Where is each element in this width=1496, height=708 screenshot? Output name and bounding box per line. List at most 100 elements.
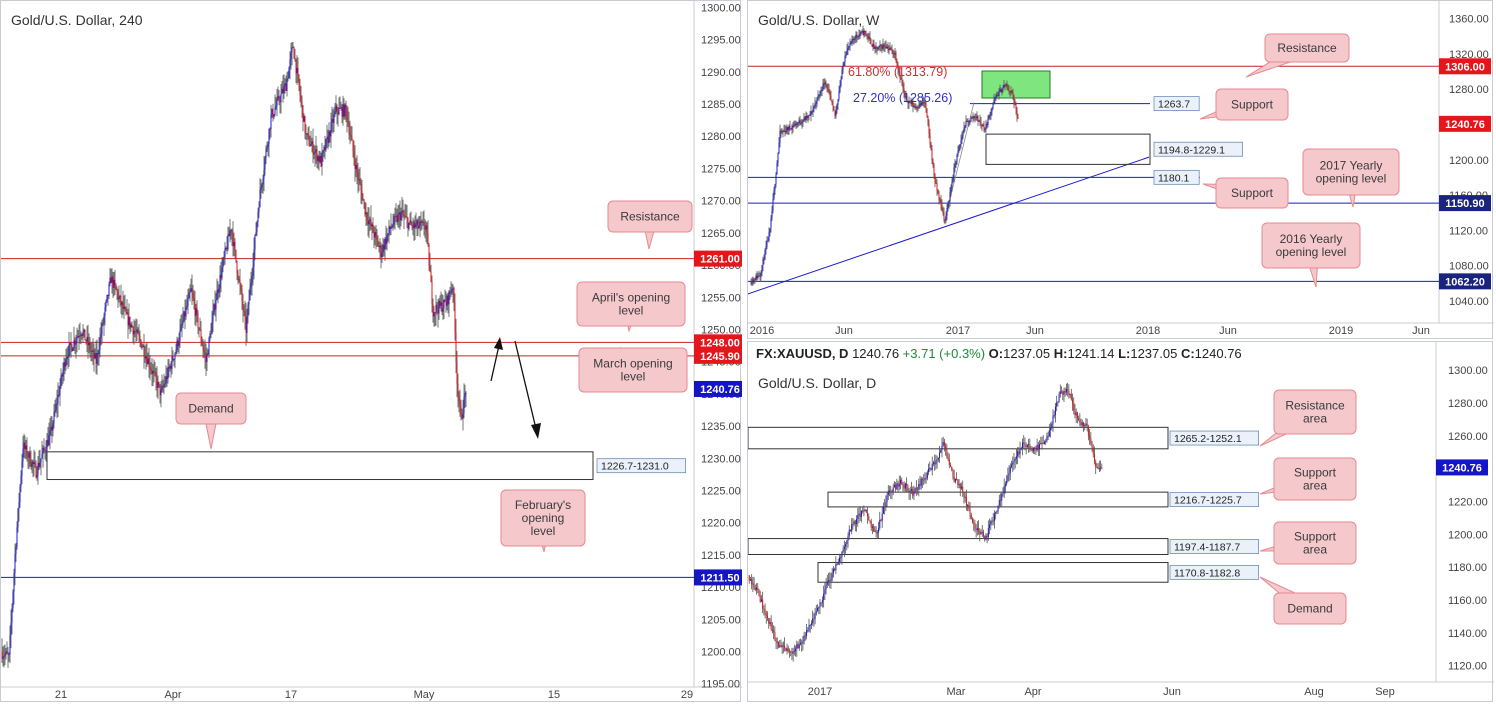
price-tag-label: 1261.00: [700, 254, 740, 266]
candle-body: [786, 648, 788, 651]
candle-body: [458, 395, 460, 402]
candle-body: [892, 50, 894, 55]
candle-body: [285, 83, 287, 91]
candle-body: [45, 451, 47, 453]
candle-body: [856, 34, 858, 37]
candle-body: [296, 67, 298, 74]
candle-body: [339, 107, 341, 109]
candle-body: [265, 149, 267, 159]
candle-body: [992, 520, 994, 522]
candle-body: [800, 123, 802, 125]
candle-body: [271, 109, 273, 115]
candle-body: [890, 490, 892, 492]
candle-body: [881, 46, 883, 49]
candle-body: [208, 337, 210, 355]
candle-body: [344, 104, 346, 117]
x-tick-label: 2017: [946, 325, 970, 337]
candle-body: [829, 580, 831, 582]
candle-body: [282, 88, 284, 94]
candle-body: [51, 426, 53, 431]
candle-body: [360, 183, 362, 191]
candle-body: [416, 220, 418, 225]
candle-body: [863, 30, 865, 36]
candle-body: [799, 120, 801, 124]
candle-body: [979, 120, 981, 122]
candle-body: [396, 215, 398, 222]
candle-body: [327, 136, 329, 143]
h4-chart-panel[interactable]: 1195.00 1200.00 1205.00 1210.00 1215.00 1220.…: [0, 0, 746, 703]
candle-body: [943, 213, 945, 221]
candle-body: [281, 88, 283, 94]
candle-body: [146, 356, 148, 365]
zone-label: 1197.4-1187.7: [1169, 539, 1259, 554]
daily-chart-panel[interactable]: 1120.00 1140.00 1160.00 1180.00 1200.00 1220.…: [747, 341, 1494, 703]
price-tag: 1062.20: [1439, 273, 1491, 290]
candle-body: [918, 483, 920, 490]
candle-body: [948, 459, 950, 465]
y-tick-label: 1250.00: [701, 324, 741, 336]
candle-body: [420, 221, 422, 223]
candle-body: [306, 133, 308, 135]
candle-body: [82, 331, 84, 336]
candle-body: [1058, 394, 1060, 402]
callout-fill: [1275, 391, 1355, 433]
candle-body: [347, 120, 349, 124]
candle-body: [919, 103, 921, 107]
candle-body: [365, 212, 367, 215]
candle-body: [784, 645, 786, 648]
y-tick-label: 1120.00: [1448, 661, 1487, 673]
price-tag: 1306.00: [1439, 58, 1491, 75]
weekly-chart[interactable]: 1040.001080.001120.001160.001200.001240.…: [747, 1, 1494, 340]
candle-body: [762, 599, 764, 609]
candle-body: [975, 117, 977, 119]
candle-body: [348, 123, 350, 134]
price-tag-bg: [1436, 459, 1488, 476]
candle-body: [411, 225, 413, 227]
candle-body: [413, 222, 415, 229]
candle-body: [749, 579, 751, 581]
candle-body: [71, 345, 73, 351]
candle-body: [40, 458, 42, 463]
candle-body: [956, 154, 958, 163]
candle-body: [30, 464, 32, 467]
candle-body: [169, 365, 171, 369]
candle-body: [94, 353, 96, 359]
y-tick-label: 1230.00: [701, 453, 741, 465]
daily-chart[interactable]: 1120.00 1140.00 1160.00 1180.00 1200.00 1220.…: [747, 342, 1494, 703]
candle-body: [995, 94, 997, 98]
price-tag-bg: [694, 250, 746, 267]
candle-body: [394, 216, 396, 218]
candle-body: [1030, 448, 1032, 450]
candle-body: [816, 97, 818, 104]
candle-body: [251, 276, 253, 283]
candle-body: [138, 333, 140, 336]
zone-label: 1265.2-1252.1: [1169, 430, 1259, 446]
candle-body: [823, 593, 825, 600]
candle-body: [957, 150, 959, 155]
candle-body: [921, 102, 923, 105]
weekly-chart-panel[interactable]: 1040.001080.001120.001160.001200.001240.…: [747, 0, 1494, 340]
candle-body: [449, 291, 451, 294]
candle-body: [950, 464, 952, 467]
candle-body: [923, 102, 925, 104]
candle-body: [1047, 436, 1049, 438]
candle-body: [817, 607, 819, 612]
candle-body: [914, 488, 916, 492]
candle-body: [807, 630, 809, 632]
level-label-text: 1180.1: [1158, 172, 1189, 184]
level-label-text: 1216.7-1225.7: [1174, 495, 1242, 507]
candle-body: [46, 440, 48, 452]
price-tag: 1248.00: [694, 334, 746, 351]
callout-label: Support: [1231, 98, 1274, 112]
price-tag-label: 1062.20: [1445, 276, 1485, 288]
zone-label: 1226.7-1231.0: [596, 458, 686, 474]
candle-body: [106, 294, 108, 301]
candle-body: [811, 111, 813, 113]
candle-body: [176, 340, 178, 351]
candle-body: [230, 230, 232, 232]
candle-body: [813, 618, 815, 620]
candle-body: [378, 246, 380, 248]
y-tick-label: 1290.00: [701, 67, 741, 79]
h4-chart[interactable]: 1195.001200.001205.001210.001215.001220.…: [1, 1, 746, 703]
candle-body: [877, 47, 879, 50]
